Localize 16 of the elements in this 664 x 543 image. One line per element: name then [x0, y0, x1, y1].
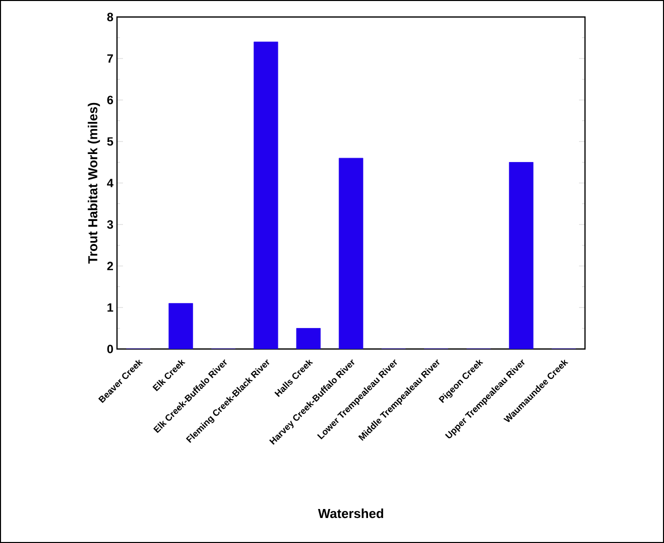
x-axis-title: Watershed: [318, 508, 384, 518]
y-tick-label: 0: [107, 344, 113, 354]
y-tick-label: 7: [107, 54, 113, 63]
bar: [168, 303, 194, 349]
y-tick-label: 6: [107, 96, 114, 104]
y-tick-label: 4: [106, 178, 114, 188]
y-axis-title: Trout Habitat Work (miles): [88, 102, 100, 264]
bar: [254, 42, 278, 349]
y-tick-label: 2: [107, 262, 113, 270]
bar: [296, 328, 321, 349]
bar: [338, 158, 364, 349]
y-tick-label: 1: [108, 303, 114, 312]
y-tick-label: 8: [107, 12, 114, 22]
y-tick-label: 3: [107, 220, 114, 229]
y-tick-label: 5: [107, 137, 114, 146]
bar: [508, 162, 534, 349]
